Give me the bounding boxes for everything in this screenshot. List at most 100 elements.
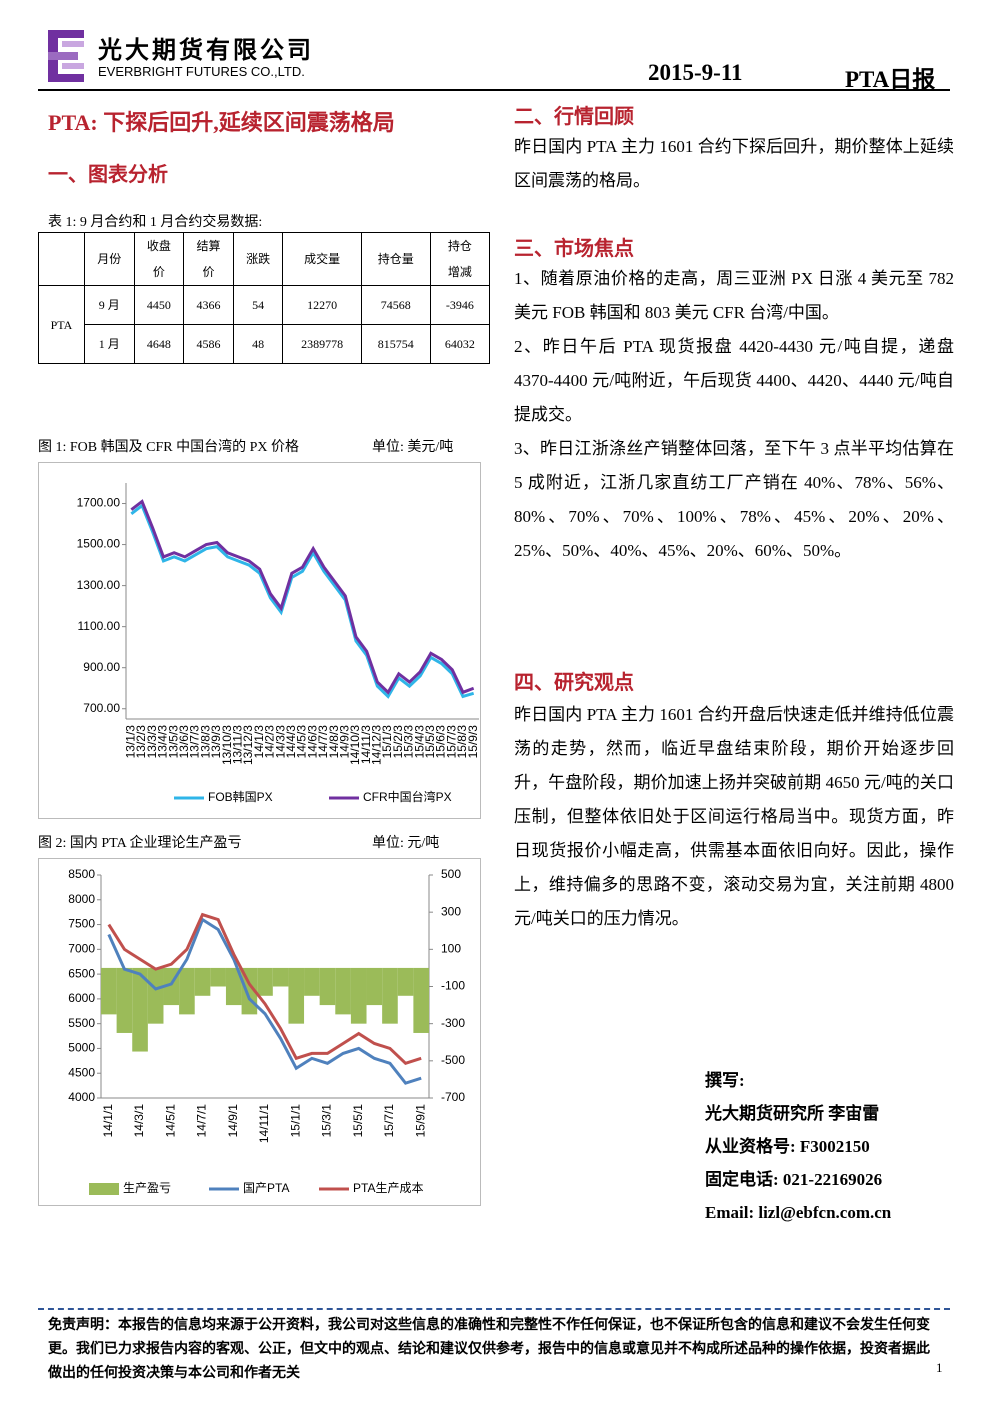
table-cell: 815754 — [360, 324, 431, 364]
header-text: 结算 — [196, 239, 221, 253]
author-line: 固定电话: 021-22169026 — [705, 1170, 883, 1189]
bar — [257, 967, 273, 996]
x-tick-label: 14/1/1 — [101, 1104, 115, 1138]
x-tick-label: 14/4/3 — [284, 725, 298, 759]
x-tick-label: 15/8/3 — [455, 725, 469, 759]
bar — [132, 967, 148, 1052]
y-tick-label: 700.00 — [83, 701, 120, 715]
list: 1、随着原油价格的走高，周三亚洲 PX 日涨 4 美元至 782 美元 FOB … — [514, 262, 954, 568]
x-tick-label: 13/6/3 — [177, 725, 191, 759]
table-header: 持仓 增减 — [429, 232, 491, 286]
title: PTA: 下探后回升,延续区间震荡格局 — [48, 110, 395, 135]
x-tick-label: 14/7/3 — [316, 725, 330, 759]
y2-tick-label: 300 — [441, 904, 461, 918]
bar — [101, 967, 117, 1015]
y-tick-label: 8000 — [68, 892, 95, 906]
x-tick-label: 14/11/1 — [257, 1104, 271, 1143]
legend-label: 国产PTA — [243, 1181, 289, 1195]
line — [130, 503, 475, 699]
header-text: 月份 — [97, 252, 122, 266]
bar — [147, 967, 164, 1024]
date: 2015-9-11 — [648, 60, 743, 85]
legend-label: PTA生产成本 — [353, 1181, 423, 1195]
x-tick-label: 14/8/3 — [327, 725, 341, 759]
y2-tick-label: -700 — [441, 1090, 465, 1104]
bar — [319, 967, 336, 1006]
bar — [225, 967, 242, 1006]
table-header: 涨跌 — [232, 232, 284, 286]
table-row: 月份 收盘价结算价涨跌 成交量 持仓量 持仓 增减 — [38, 232, 491, 286]
x-tick-label: 14/12/3 — [370, 725, 384, 765]
section-heading: 二、行情回顾 — [514, 106, 634, 128]
logo — [48, 30, 84, 82]
chart-caption: 图 1: FOB 韩国及 CFR 中国台湾的 PX 价格 — [38, 440, 299, 455]
table-cell: 64032 — [429, 324, 491, 364]
company-en: EVERBRIGHT FUTURES CO.,LTD. — [98, 64, 305, 79]
table-row: PTA 9 月 4450 4366 54 12270 74568 -3946 — [38, 285, 491, 364]
y-tick-label: 4000 — [68, 1090, 95, 1104]
table-cell: 2389778 — [282, 324, 362, 364]
line — [107, 917, 422, 1085]
legend-swatch — [89, 1183, 119, 1195]
x-tick-label: 13/10/3 — [220, 725, 234, 765]
table-row: 1 月 4648 4586 48 2389778 815754 64032 — [39, 324, 491, 364]
table: 月份 收盘价结算价涨跌 成交量 持仓量 持仓 增减 PTA 9 月 4450 4366 54 1227… — [38, 232, 491, 364]
x-tick-label: 13/9/3 — [209, 725, 223, 759]
table-cell: 12270 — [282, 285, 362, 325]
table-header: 成交量 — [282, 232, 362, 286]
bar — [272, 967, 289, 987]
x-tick-label: 15/2/3 — [391, 725, 405, 759]
bar — [288, 967, 305, 1024]
table-cell: -3946 — [429, 285, 491, 325]
chart: 700.00 900.00 1100.00 1300.00 1500.00 1700.00… — [38, 462, 481, 819]
y-tick-label: 4500 — [68, 1065, 95, 1079]
x-tick-label: 14/9/3 — [337, 725, 351, 759]
table-caption: 表 1: 9 月合约和 1 月合约交易数据: — [48, 215, 263, 230]
x-tick-label: 14/2/3 — [263, 725, 277, 759]
header-text: 收盘 — [146, 239, 171, 253]
header-rule — [38, 89, 950, 91]
bar — [210, 967, 226, 987]
header-text: 持仓 — [447, 239, 472, 253]
y-tick-label: 6000 — [68, 991, 95, 1005]
disclaimer: 免责声明：本报告的信息均来源于公开资料，我公司对这些信息的准确性和完整性不作任何… — [48, 1318, 930, 1381]
header-text: 价 — [202, 265, 215, 279]
table-cell: 4586 — [183, 324, 234, 364]
y-tick-label: 1100.00 — [78, 619, 121, 633]
bar — [350, 967, 367, 1024]
y-tick-label: 1700.00 — [77, 496, 121, 510]
x-tick-label: 13/8/3 — [198, 725, 212, 759]
x-tick-label: 14/1/3 — [252, 725, 266, 759]
report-name: PTA日报 — [845, 67, 936, 92]
x-tick-label: 15/6/3 — [434, 725, 448, 759]
y-tick-label: 5500 — [68, 1016, 95, 1030]
chart-unit: 单位: 美元/吨 — [372, 440, 454, 455]
bar — [194, 967, 211, 996]
x-tick-label: 15/5/1 — [351, 1104, 365, 1138]
y-tick-label: 900.00 — [83, 660, 120, 674]
x-tick-label: 13/2/3 — [134, 725, 148, 759]
x-tick-label: 14/10/3 — [348, 725, 362, 765]
bar — [116, 967, 133, 1033]
x-tick-label: 15/4/3 — [412, 725, 426, 759]
page-number: 1 — [936, 1360, 943, 1375]
header-text: 持仓量 — [377, 252, 414, 266]
x-tick-label: 13/5/3 — [166, 725, 180, 759]
company-cn: 光大期货有限公司 — [98, 38, 314, 64]
x-tick-label: 13/11/3 — [230, 725, 244, 764]
y2-tick-label: -100 — [441, 979, 465, 993]
x-tick-label: 14/6/3 — [305, 725, 319, 759]
table-cell: 1 月 — [83, 324, 135, 364]
x-tick-label: 15/3/1 — [320, 1104, 334, 1138]
bar — [413, 967, 429, 1033]
table-cell: PTA — [38, 285, 85, 364]
table-header: 收盘价 — [133, 232, 185, 286]
y2-tick-label: 500 — [441, 867, 461, 881]
x-tick-label: 14/3/3 — [273, 725, 287, 759]
legend-label: FOB韩国PX — [208, 789, 273, 804]
section-heading: 四、研究观点 — [514, 672, 634, 694]
y2-tick-label: -500 — [441, 1053, 465, 1067]
x-tick-label: 15/9/1 — [413, 1104, 427, 1138]
author-line: 光大期货研究所 李宙雷 — [705, 1104, 880, 1123]
table-header: 结算价 — [183, 232, 234, 286]
